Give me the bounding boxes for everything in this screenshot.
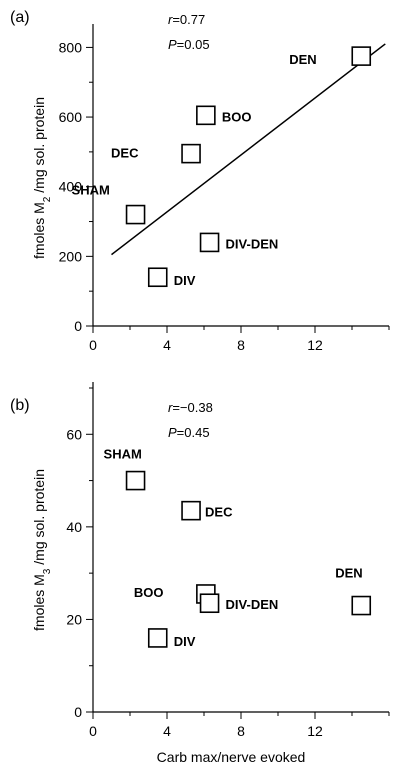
p-value: =0.05 <box>177 37 210 52</box>
p-statistic: P=0.05 <box>168 37 210 52</box>
x-tick-label: 4 <box>163 337 171 353</box>
data-point-boo <box>196 105 216 126</box>
x-tick-label: 4 <box>163 723 171 739</box>
x-tick-label: 12 <box>307 723 323 739</box>
x-tick-label: 8 <box>237 723 245 739</box>
data-point-dec <box>181 143 201 164</box>
point-label-boo: BOO <box>134 585 164 600</box>
point-label-dec: DEC <box>111 146 139 161</box>
p-statistic: P=0.45 <box>168 425 210 440</box>
point-label-den: DEN <box>289 52 316 67</box>
r-value: =0.77 <box>172 12 205 27</box>
y-tick-label: 800 <box>59 39 83 55</box>
data-point-dec <box>181 500 201 521</box>
point-label-div: DIV <box>174 273 196 288</box>
point-label-div-den: DIV-DEN <box>226 597 279 612</box>
data-point-div <box>147 628 168 648</box>
p-symbol: P <box>168 425 177 440</box>
y-tick-label: 20 <box>66 611 82 627</box>
x-axis-label: Carb max/nerve evoked <box>157 749 306 765</box>
x-tick-label: 0 <box>89 337 97 353</box>
regression-line <box>111 43 386 256</box>
point-label-div-den: DIV-DEN <box>226 236 279 251</box>
point-label-sham: SHAM <box>72 183 110 198</box>
y-axis-label-subscript: 3 <box>42 568 53 574</box>
y-tick-label: 60 <box>66 426 82 442</box>
r-value: =−0.38 <box>172 400 213 415</box>
y-tick-label: 600 <box>59 109 83 125</box>
y-tick-label: 0 <box>74 318 82 334</box>
data-point-div-den <box>199 232 220 253</box>
panel-b: (b) 0 4 8 12 0 20 40 60 fmoles M3 /mg sol. protei… <box>10 382 390 765</box>
y-tick-label: 40 <box>66 519 82 535</box>
data-point-div <box>147 267 168 288</box>
r-statistic: r=−0.38 <box>168 400 213 415</box>
y-tick-label: 400 <box>59 179 83 195</box>
y-axis-label-suffix: /mg sol. protein <box>31 469 47 569</box>
y-axis-label-prefix: fmoles M <box>31 202 47 259</box>
y-axis-label: fmoles M3 /mg sol. protein <box>31 469 53 631</box>
data-point-den <box>351 595 372 616</box>
r-symbol: r <box>168 400 173 415</box>
x-tick-label: 8 <box>237 337 245 353</box>
p-value: =0.45 <box>177 425 210 440</box>
y-axis-label-suffix: /mg sol. protein <box>31 97 47 197</box>
y-axis-label: fmoles M2 /mg sol. protein <box>31 97 53 259</box>
point-label-boo: BOO <box>222 109 252 124</box>
x-tick-label: 12 <box>307 337 323 353</box>
data-point-div-den <box>199 593 220 614</box>
panel-label: (b) <box>10 397 30 414</box>
panel-a: (a) 0 4 8 12 0 200 400 600 800 fmoles M2 /mg sol. … <box>10 9 390 353</box>
point-label-den: DEN <box>335 566 362 581</box>
data-point-sham <box>125 470 146 491</box>
point-label-sham: SHAM <box>104 447 142 462</box>
point-label-div: DIV <box>174 634 196 649</box>
y-tick-label: 0 <box>74 704 82 720</box>
point-label-dec: DEC <box>205 505 233 520</box>
r-statistic: r=0.77 <box>168 12 205 27</box>
y-tick-label: 200 <box>59 248 83 264</box>
data-point-den <box>351 46 372 66</box>
y-axis-label-prefix: fmoles M <box>31 574 47 631</box>
y-axis-label-subscript: 2 <box>42 196 53 202</box>
x-tick-label: 0 <box>89 723 97 739</box>
data-point-sham <box>125 204 146 225</box>
p-symbol: P <box>168 37 177 52</box>
r-symbol: r <box>168 12 173 27</box>
panel-label: (a) <box>10 9 30 26</box>
